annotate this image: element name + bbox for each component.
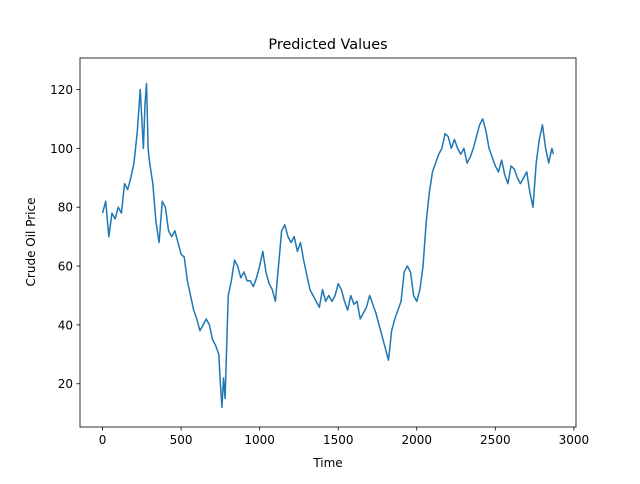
x-tick-label: 2000 [401, 433, 432, 447]
x-tick-label: 1500 [323, 433, 354, 447]
x-tick-label: 500 [170, 433, 193, 447]
x-axis-label: Time [312, 456, 342, 470]
y-tick-label: 20 [58, 377, 73, 391]
x-tick-label: 3000 [559, 433, 590, 447]
x-tick-label: 2500 [480, 433, 511, 447]
y-tick-label: 120 [50, 83, 73, 97]
x-tick-label: 1000 [244, 433, 275, 447]
plot-frame [79, 57, 577, 428]
y-tick-label: 80 [58, 201, 73, 215]
y-axis-label: Crude Oil Price [24, 198, 38, 287]
chart-title: Predicted Values [268, 37, 387, 53]
y-tick-label: 100 [50, 142, 73, 156]
y-tick-label: 60 [58, 260, 73, 274]
y-tick-label: 40 [58, 318, 73, 332]
data-line [101, 82, 555, 409]
x-tick-label: 0 [99, 433, 107, 447]
